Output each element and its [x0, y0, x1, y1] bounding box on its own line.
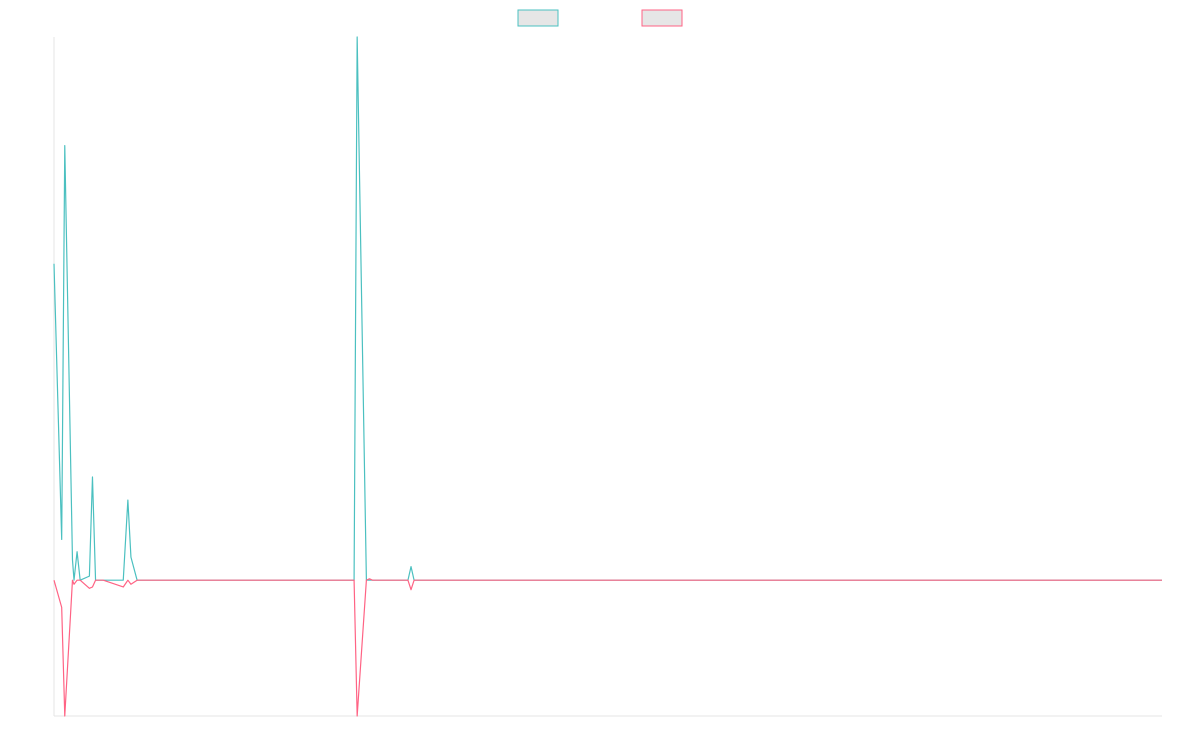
- legend-swatch: [641, 9, 683, 27]
- legend-item-1[interactable]: [517, 9, 559, 27]
- legend-item-2[interactable]: [641, 9, 683, 27]
- series-line-1: [53, 36, 1162, 581]
- chart-legend[interactable]: [517, 9, 683, 27]
- series-line-2: [53, 578, 1162, 717]
- chart-axes: [53, 37, 1162, 717]
- legend-swatch: [517, 9, 559, 27]
- chart-series-layer: [53, 36, 1162, 717]
